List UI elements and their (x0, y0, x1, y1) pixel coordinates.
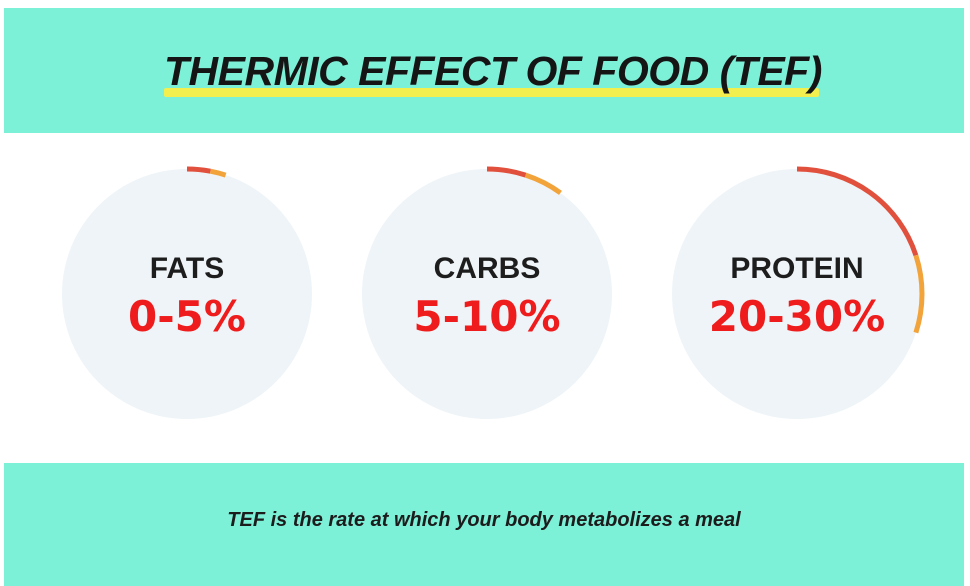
gauge-fats: FATS 0-5% (52, 159, 322, 429)
gauge-fats-value: 0-5% (128, 292, 246, 341)
gauge-protein-track (672, 169, 922, 419)
title-highlight (164, 88, 819, 97)
infographic: THERMIC EFFECT OF FOOD (TEF) FATS 0-5% C… (4, 8, 964, 586)
gauge-protein-value: 20-30% (708, 292, 886, 341)
gauge-fats-name: FATS (149, 252, 225, 285)
gauge-carbs-arc-orange (524, 172, 562, 195)
gauge-fats-chart (62, 166, 312, 419)
gauge-protein: PROTEIN 20-30% (662, 159, 932, 429)
gauge-carbs-chart (362, 166, 612, 419)
gauge-protein-arc-orange (913, 254, 925, 334)
gauge-carbs: CARBS 5-10% (352, 159, 622, 429)
gauge-protein-chart (672, 166, 925, 419)
gauge-fats-track (62, 169, 312, 419)
gauge-protein-arc-red (796, 166, 919, 257)
gauge-carbs-value: 5-10% (413, 292, 561, 341)
title-wrap: THERMIC EFFECT OF FOOD (TEF) (164, 46, 824, 106)
footer-band: TEF is the rate at which your body metab… (4, 463, 964, 586)
gauge-carbs-name: CARBS (433, 252, 541, 285)
gauge-carbs-arc-red (486, 166, 527, 178)
page-title: THERMIC EFFECT OF FOOD (TEF) (164, 48, 822, 94)
gauge-fats-arc-orange (209, 168, 227, 178)
gauge-fats-arc-red (186, 166, 211, 174)
gauge-row: FATS 0-5% CARBS 5-10% PROTEIN 20-30% (4, 133, 964, 463)
header-band: THERMIC EFFECT OF FOOD (TEF) (4, 8, 964, 133)
gauge-carbs-track (362, 169, 612, 419)
gauge-protein-name: PROTEIN (730, 252, 864, 285)
footer-caption: TEF is the rate at which your body metab… (227, 509, 741, 531)
